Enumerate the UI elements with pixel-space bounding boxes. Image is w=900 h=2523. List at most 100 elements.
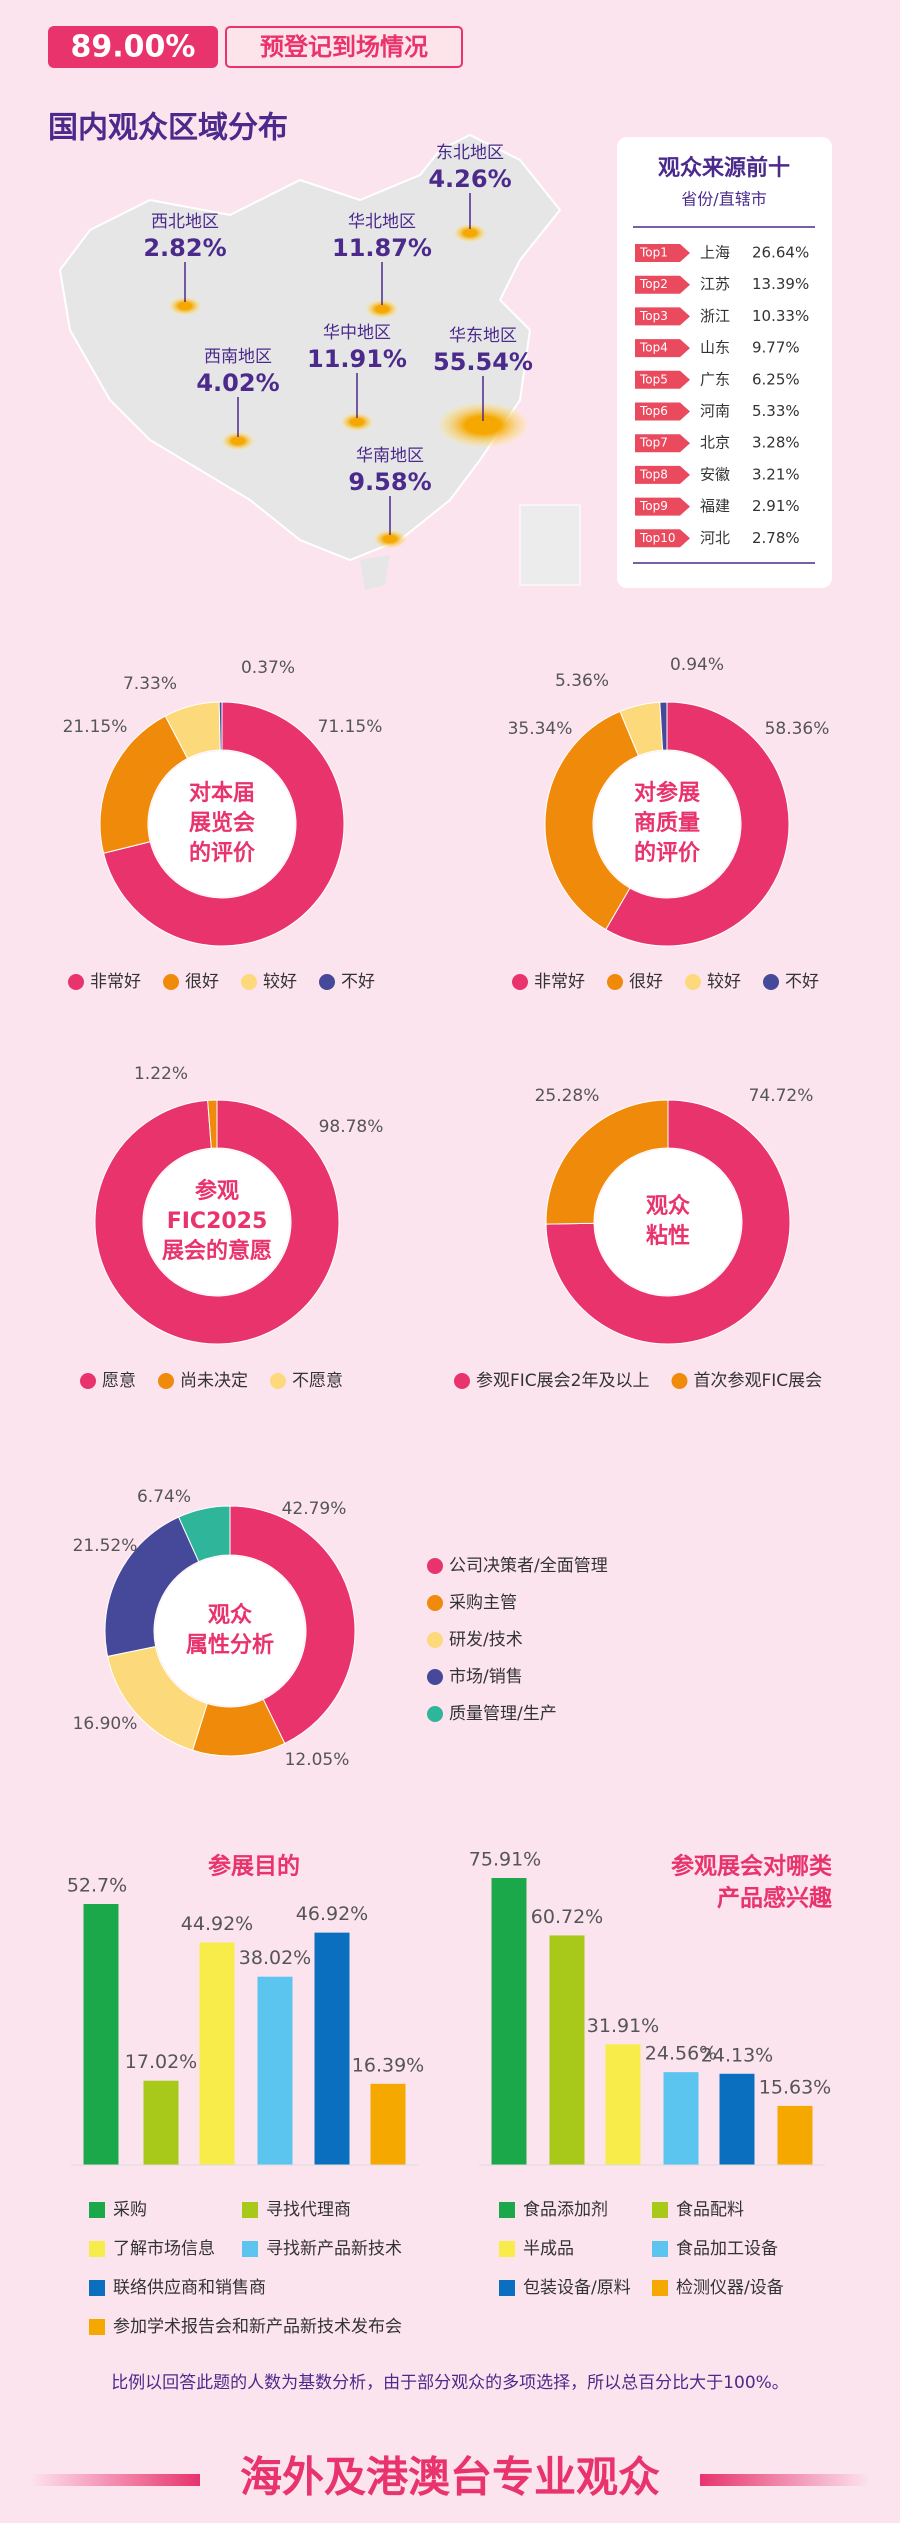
rank: Top8 xyxy=(639,467,668,481)
legend-label: 参加学术报告会和新产品新技术发布会 xyxy=(113,2317,402,2337)
legend-marker xyxy=(427,1632,443,1648)
legend-label: 研发/技术 xyxy=(449,1630,523,1650)
region-glow xyxy=(222,432,254,450)
bar xyxy=(143,2080,179,2165)
value-label: 12.05% xyxy=(285,1750,350,1770)
donut-segment xyxy=(544,710,640,931)
legend-label: 寻找新产品新技术 xyxy=(266,2239,402,2259)
rank: Top7 xyxy=(639,436,668,450)
bar xyxy=(314,1932,350,2165)
donut-segment xyxy=(102,701,345,947)
region-value: 55.54% xyxy=(433,348,533,376)
center-label: 观众 xyxy=(208,1603,252,1628)
legend-marker xyxy=(499,2202,515,2218)
region-name: 东北地区 xyxy=(436,143,504,163)
legend-label: 参观FIC展会2年及以上 xyxy=(476,1371,649,1391)
share: 3.21% xyxy=(752,465,800,483)
legend-label: 不好 xyxy=(785,972,819,992)
region-name: 华东地区 xyxy=(449,326,517,346)
region-glow xyxy=(374,530,406,548)
donut-hole xyxy=(149,751,295,897)
bar xyxy=(663,2072,699,2165)
legend-marker xyxy=(270,1373,286,1389)
legend-marker xyxy=(89,2319,105,2335)
legend-marker xyxy=(454,1373,470,1389)
value-label: 60.72% xyxy=(531,1906,603,1928)
rank-badge xyxy=(635,465,690,484)
legend-marker xyxy=(763,974,779,990)
value-label: 24.13% xyxy=(701,2044,773,2066)
center-label: 对本届 xyxy=(189,781,255,806)
chart-title: 产品感兴趣 xyxy=(717,1885,833,1912)
value-label: 74.72% xyxy=(749,1086,814,1106)
center-label: 属性分析 xyxy=(186,1633,274,1658)
region-value: 4.26% xyxy=(428,165,511,193)
province: 安徽 xyxy=(700,465,730,483)
value-label: 17.02% xyxy=(125,2051,197,2073)
legend-marker xyxy=(158,1373,174,1389)
value-label: 75.91% xyxy=(469,1849,541,1871)
region-glow xyxy=(439,403,527,447)
value-label: 16.90% xyxy=(73,1714,138,1734)
donut-hole xyxy=(144,1149,290,1295)
legend-label: 愿意 xyxy=(102,1371,136,1391)
legend-label: 食品加工设备 xyxy=(676,2239,778,2259)
decor xyxy=(700,2474,870,2486)
center-label: 的评价 xyxy=(634,840,701,866)
region-name: 西南地区 xyxy=(204,347,272,367)
rank: Top4 xyxy=(639,341,668,355)
province: 河北 xyxy=(700,529,730,547)
share: 3.28% xyxy=(752,434,800,452)
center-label: 参观 xyxy=(195,1178,239,1204)
donut-segment xyxy=(94,1099,340,1345)
header-title: 预登记到场情况 xyxy=(260,33,428,61)
region-value: 4.02% xyxy=(196,369,279,397)
legend-label: 采购主管 xyxy=(449,1593,517,1613)
value-label: 31.91% xyxy=(587,2015,659,2037)
legend-label: 检测仪器/设备 xyxy=(676,2278,784,2298)
donut-segment xyxy=(229,1505,356,1745)
legend-marker xyxy=(242,2241,258,2257)
share: 2.91% xyxy=(752,497,800,515)
donut-segment xyxy=(605,701,790,947)
rank: Top1 xyxy=(639,246,668,260)
legend-label: 非常好 xyxy=(534,972,585,992)
value-label: 52.7% xyxy=(67,1875,127,1897)
share: 26.64% xyxy=(752,244,809,262)
share: 13.39% xyxy=(752,275,809,293)
legend-marker xyxy=(89,2241,105,2257)
legend-marker xyxy=(242,2202,258,2218)
legend-label: 食品配料 xyxy=(676,2200,744,2220)
value-label: 0.94% xyxy=(670,655,724,675)
region-name: 华北地区 xyxy=(348,212,416,232)
donut-segment xyxy=(659,701,668,751)
legend-marker xyxy=(652,2280,668,2296)
share: 9.77% xyxy=(752,339,800,357)
legend-marker xyxy=(427,1706,443,1722)
legend-marker xyxy=(68,974,84,990)
donut-hole xyxy=(155,1556,305,1706)
share: 6.25% xyxy=(752,370,800,388)
region-glow xyxy=(454,224,486,242)
center-label: 展览会 xyxy=(189,810,255,836)
legend-marker xyxy=(427,1558,443,1574)
region-value: 11.91% xyxy=(307,345,407,373)
bar xyxy=(83,1904,119,2165)
rank-badge xyxy=(635,402,690,421)
legend-marker xyxy=(163,974,179,990)
province: 浙江 xyxy=(700,307,730,325)
region-value: 2.82% xyxy=(143,234,226,262)
legend-marker xyxy=(89,2202,105,2218)
badge: 89.00% xyxy=(71,30,196,65)
legend-label: 很好 xyxy=(629,972,663,992)
value-label: 21.15% xyxy=(63,717,128,737)
legend-marker xyxy=(512,974,528,990)
legend-label: 较好 xyxy=(263,972,297,992)
footnote: 比例以回答此题的人数为基数分析，由于部分观众的多项选择，所以总百分比大于100%… xyxy=(111,2373,789,2393)
legend-label: 质量管理/生产 xyxy=(449,1704,557,1724)
region-name: 华南地区 xyxy=(356,446,424,466)
rank-badge xyxy=(635,497,690,516)
legend-label: 包装设备/原料 xyxy=(523,2278,631,2298)
bar xyxy=(549,1935,585,2165)
legend-label: 尚未决定 xyxy=(180,1371,248,1391)
